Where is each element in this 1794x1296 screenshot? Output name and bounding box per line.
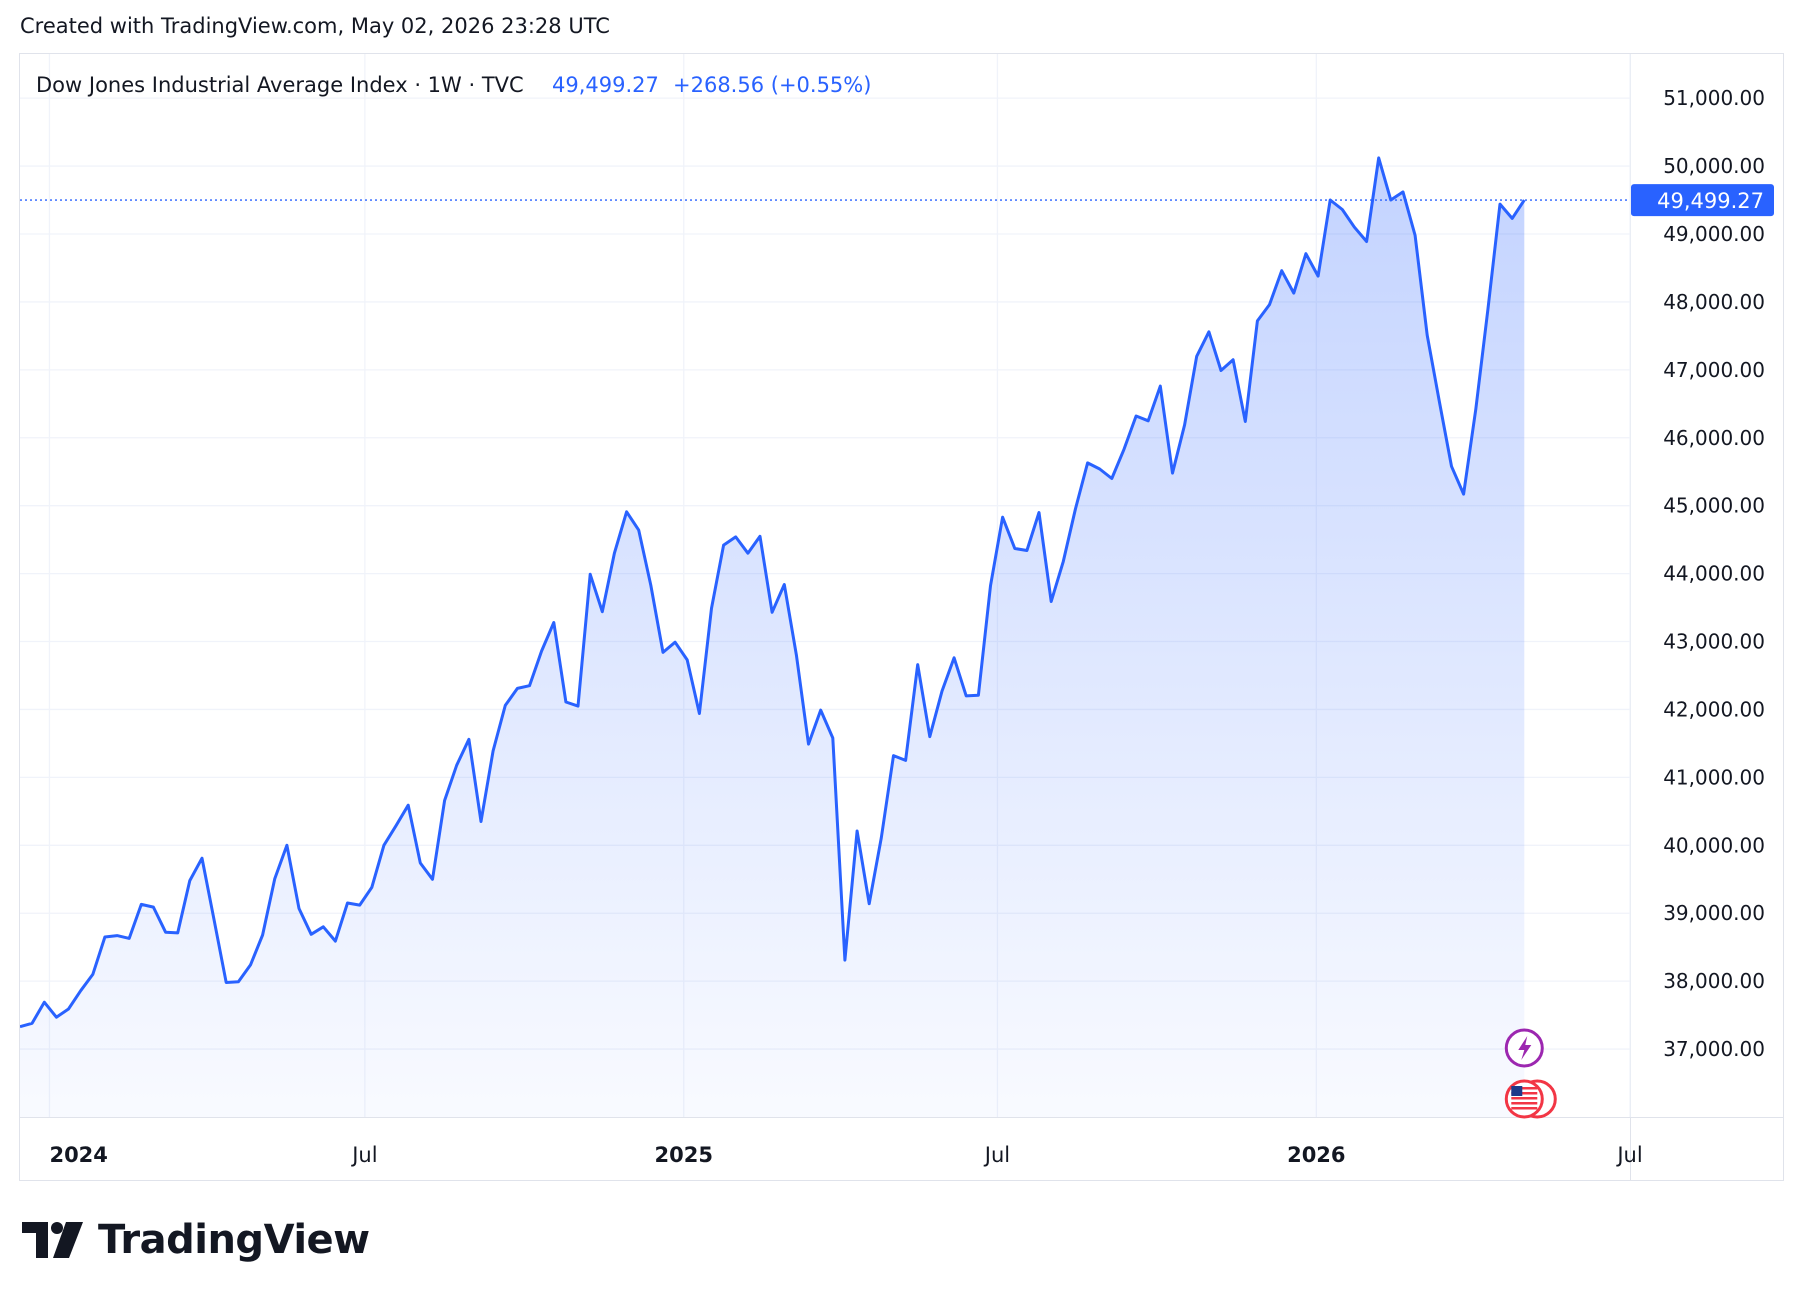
y-tick-label: 44,000.00 [1663, 562, 1765, 586]
legend: Dow Jones Industrial Average Index · 1W … [36, 73, 871, 97]
y-tick-label: 49,000.00 [1663, 222, 1765, 246]
legend-price: 49,499.27 [552, 73, 659, 97]
y-tick-label: 43,000.00 [1663, 630, 1765, 654]
y-tick-label: 50,000.00 [1663, 154, 1765, 178]
brand-name: TradingView [98, 1217, 370, 1263]
last-price-tag-bg [1631, 184, 1774, 217]
last-price-label: 49,499.27 [1657, 189, 1764, 213]
lightning-event-icon[interactable] [1504, 1028, 1544, 1068]
last-price-tag: 49,499.27 [1631, 184, 1774, 217]
legend-change: +268.56 (+0.55%) [673, 73, 871, 97]
tradingview-brand: TradingView [22, 1217, 370, 1263]
x-tick-label: Jul [350, 1143, 377, 1167]
tradingview-logo-icon [22, 1222, 83, 1258]
x-tick-label: Jul [1615, 1143, 1642, 1167]
price-axis: 37,000.00 38,000.00 39,000.00 40,000.00 41,0… [1663, 86, 1765, 1061]
event-markers[interactable] [1504, 1028, 1557, 1119]
series-line[interactable] [20, 156, 1526, 1029]
time-axis: 2024 Jul 2025 Jul 2026 Jul [49, 1143, 1642, 1167]
x-tick-label: 2025 [655, 1143, 713, 1167]
series-area [20, 157, 1525, 1117]
y-tick-label: 41,000.00 [1663, 765, 1765, 789]
y-tick-label: 45,000.00 [1663, 494, 1765, 518]
y-tick-label: 38,000.00 [1663, 969, 1765, 993]
y-tick-label: 37,000.00 [1663, 1037, 1765, 1061]
y-tick-label: 48,000.00 [1663, 290, 1765, 314]
x-tick-label: Jul [983, 1143, 1010, 1167]
x-tick-label: 2024 [49, 1143, 107, 1167]
legend-symbol: Dow Jones Industrial Average Index · 1W … [36, 73, 524, 97]
y-tick-label: 42,000.00 [1663, 697, 1765, 721]
y-tick-label: 40,000.00 [1663, 833, 1765, 857]
x-tick-label: 2026 [1287, 1143, 1345, 1167]
chart-caption: Created with TradingView.com, May 02, 20… [20, 14, 610, 38]
y-tick-label: 51,000.00 [1663, 86, 1765, 110]
y-tick-label: 39,000.00 [1663, 901, 1765, 925]
us-flag-event-icon[interactable] [1504, 1079, 1557, 1119]
y-tick-label: 46,000.00 [1663, 426, 1765, 450]
y-tick-label: 47,000.00 [1663, 358, 1765, 382]
plot-area [20, 156, 1630, 1117]
chart-frame [19, 53, 1784, 1181]
